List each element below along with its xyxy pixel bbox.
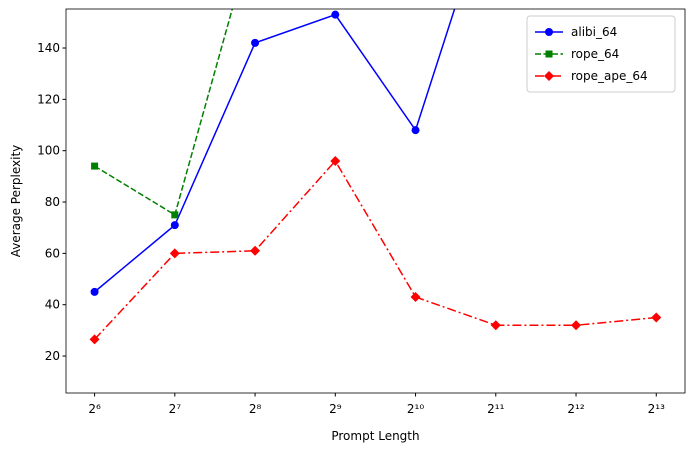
axes-frame xyxy=(65,8,686,394)
legend-label: rope_64 xyxy=(571,47,619,61)
marker xyxy=(251,38,260,47)
x-axis-label: Prompt Length xyxy=(331,429,419,443)
y-tick-label: 40 xyxy=(45,298,60,312)
marker xyxy=(90,287,99,296)
series-line xyxy=(94,9,456,293)
legend-box xyxy=(526,15,676,93)
marker xyxy=(170,221,179,230)
y-tick-label: 60 xyxy=(45,246,60,260)
marker xyxy=(490,320,501,331)
legend-label: rope_ape_64 xyxy=(571,69,648,83)
legend-label: alibi_64 xyxy=(571,25,617,39)
marker xyxy=(331,10,340,19)
marker xyxy=(545,50,553,58)
marker xyxy=(571,320,582,331)
y-tick-label: 80 xyxy=(45,195,60,209)
x-tick-label: 2⁷ xyxy=(169,402,182,416)
marker xyxy=(545,28,553,36)
marker xyxy=(411,126,420,135)
y-tick-label: 140 xyxy=(37,41,60,55)
series-line xyxy=(94,9,234,217)
x-tick-label: 2¹³ xyxy=(648,402,665,416)
x-tick-label: 2⁶ xyxy=(88,402,101,416)
x-tick-label: 2¹² xyxy=(567,402,584,416)
marker xyxy=(410,292,421,302)
y-tick-label: 100 xyxy=(37,144,60,158)
series-line xyxy=(94,159,657,340)
marker xyxy=(171,211,179,219)
marker xyxy=(91,162,99,170)
marker xyxy=(651,312,662,323)
x-tick-label: 2⁸ xyxy=(249,402,262,416)
marker xyxy=(89,334,100,345)
marker xyxy=(330,155,341,166)
marker xyxy=(169,248,180,259)
x-tick-label: 2¹⁰ xyxy=(407,402,424,416)
y-tick-label: 120 xyxy=(37,92,60,106)
y-axis-label: Average Perplexity xyxy=(9,145,23,258)
x-tick-label: 2⁹ xyxy=(329,402,342,416)
marker xyxy=(544,71,554,81)
marker xyxy=(250,245,261,256)
y-tick-label: 20 xyxy=(45,349,60,363)
x-tick-label: 2¹¹ xyxy=(487,402,504,416)
plot-area xyxy=(89,9,662,345)
